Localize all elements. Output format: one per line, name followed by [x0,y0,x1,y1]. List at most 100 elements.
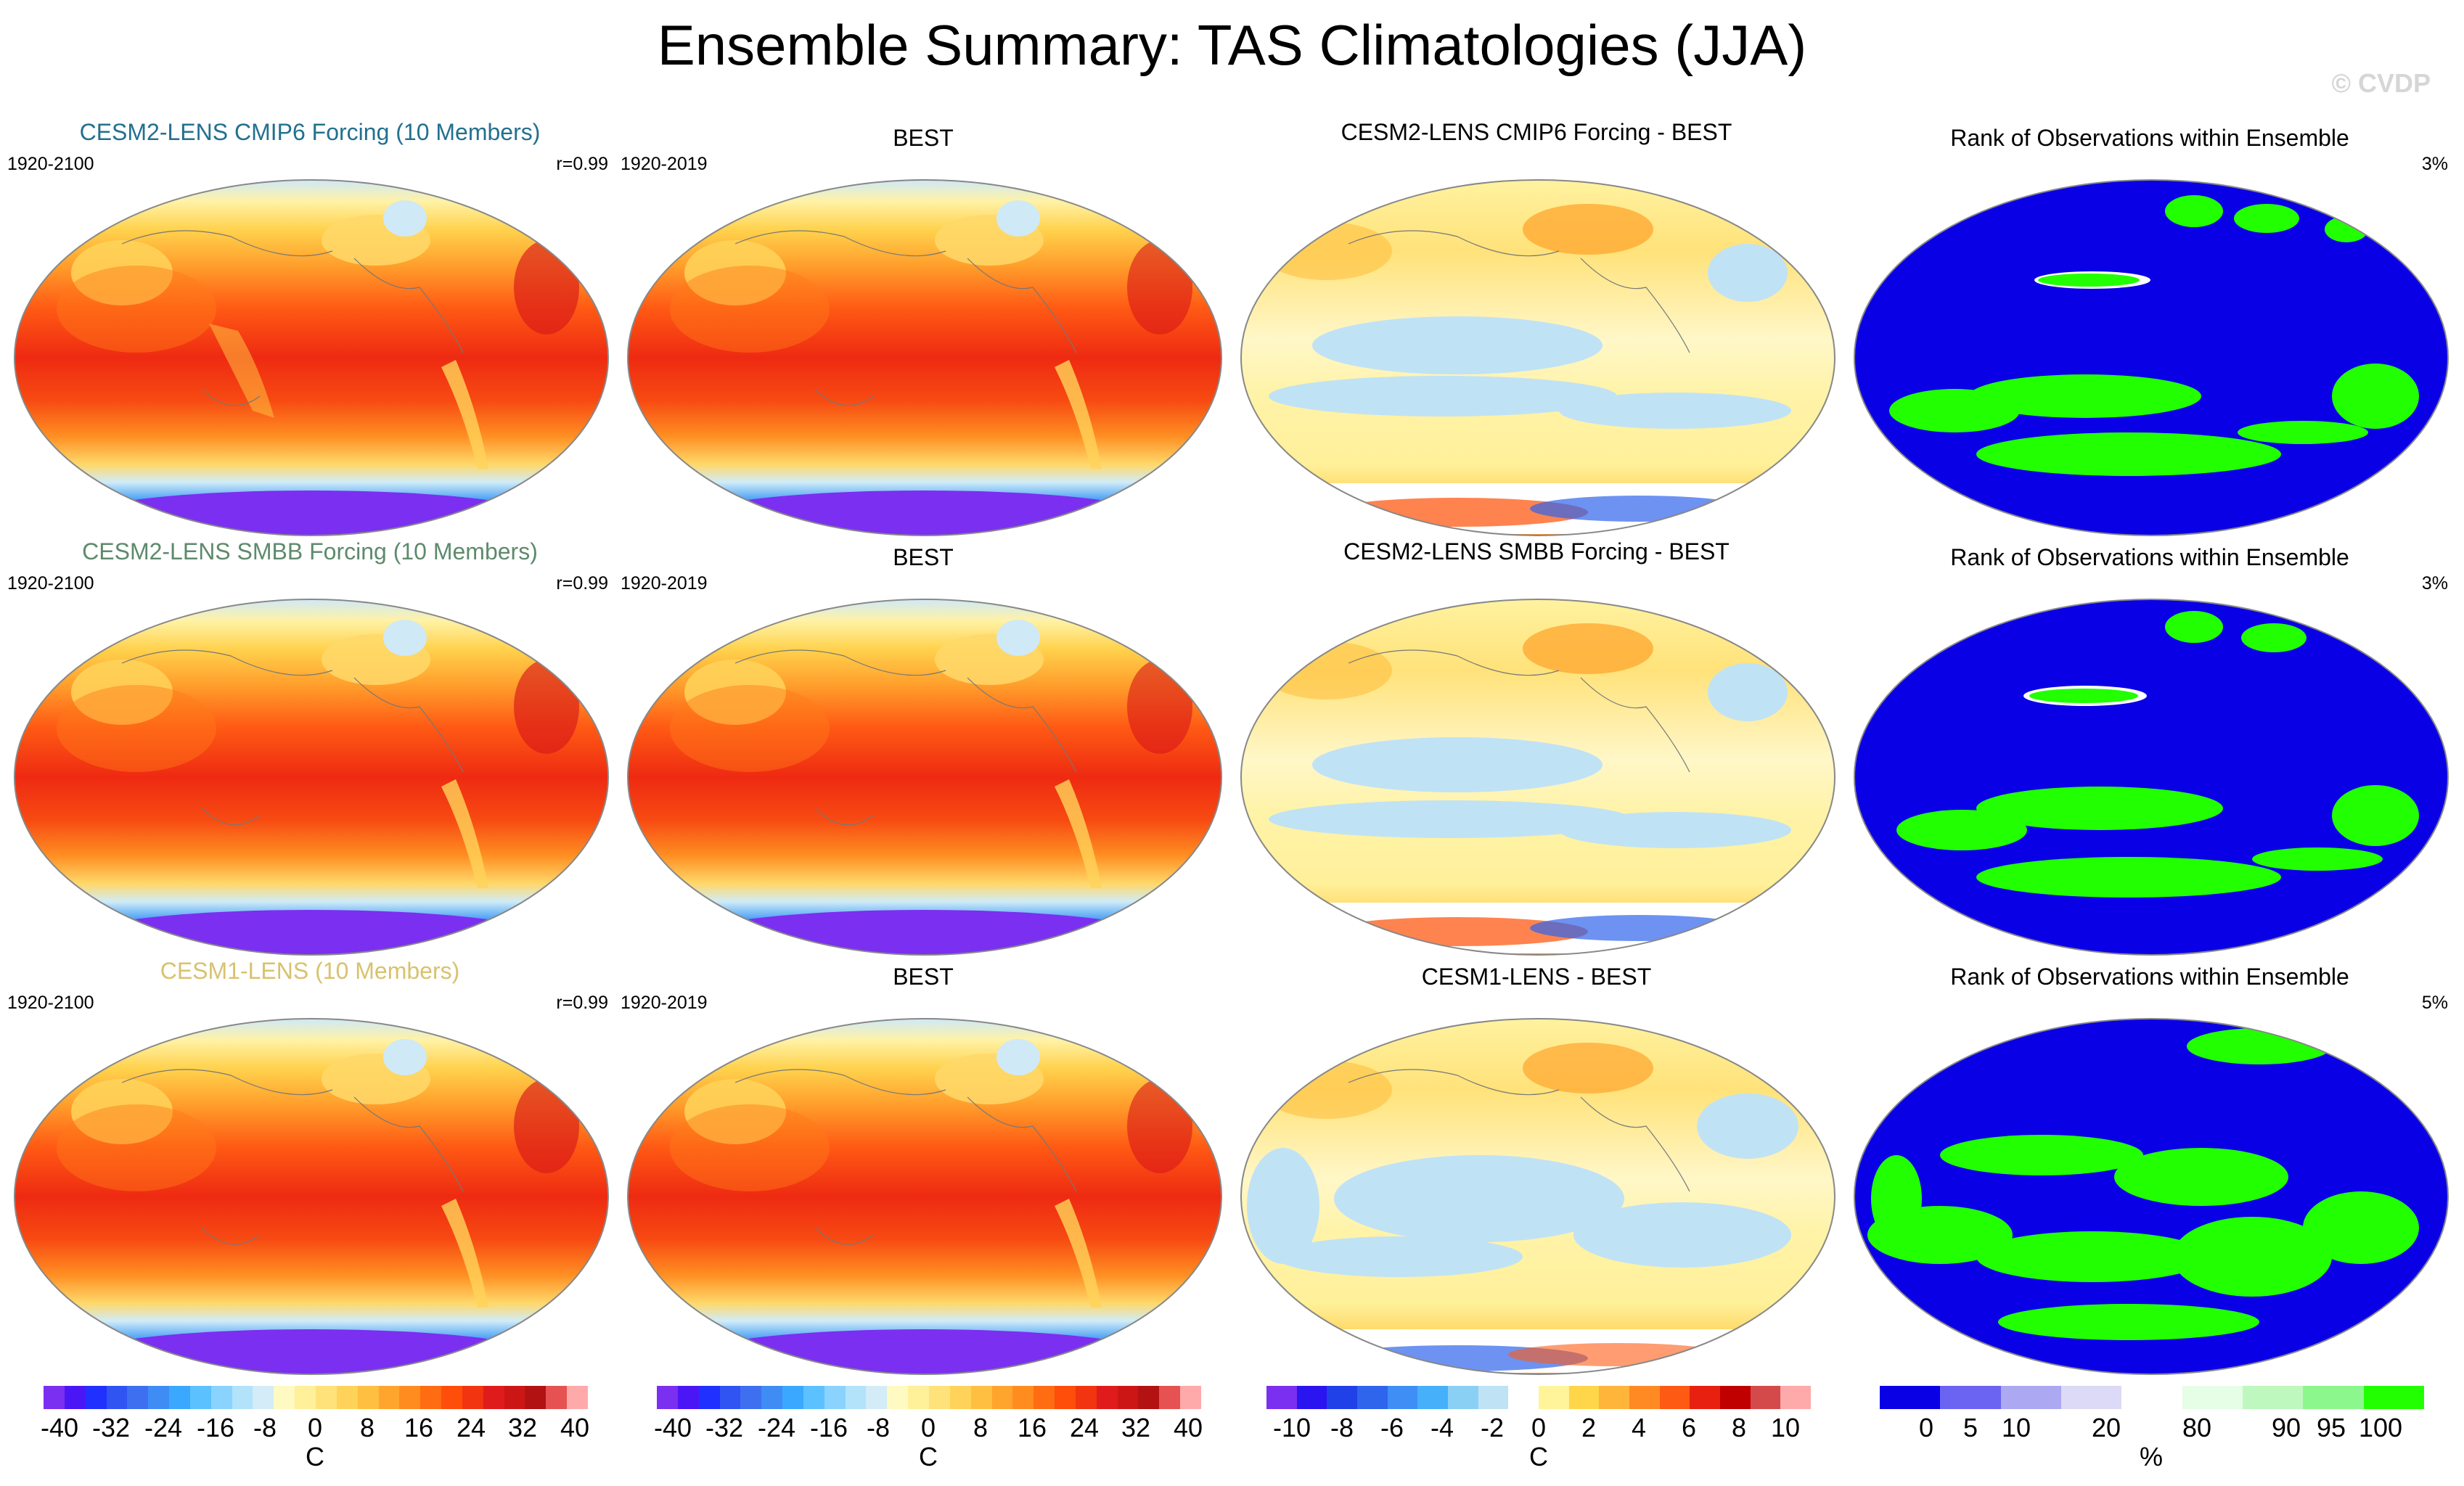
colorbar-label: 0 [307,1413,323,1442]
colorbar-swatch [357,1386,379,1409]
colorbar-swatch [1012,1386,1034,1409]
colorbar-swatch [106,1386,128,1409]
colorbar-label: 8 [973,1413,989,1442]
colorbar-swatch [2242,1386,2304,1409]
colorbar-label: -8 [1330,1413,1354,1442]
colorbar-swatch [1508,1386,1539,1409]
colorbar-swatch [1780,1386,1812,1409]
colorbar-swatch [441,1386,462,1409]
colorbar-swatch [1138,1386,1160,1409]
colorbar-swatch [1659,1386,1690,1409]
temperature-map [13,1017,610,1376]
pattern-correlation: r=0.99 [556,573,608,594]
colorbar-label: -40 [40,1413,79,1442]
colorbar-swatch [504,1386,525,1409]
model-climatology-panel: CESM1-LENS (10 Members) 1920-2100 r=0.99 [7,956,613,1376]
temperature-map [626,1017,1223,1376]
temperature-map [626,598,1223,956]
colorbar-swatch [887,1386,909,1409]
colorbar-swatch [274,1386,295,1409]
colorbar-label: -2 [1480,1413,1505,1442]
colorbar-label: 0 [920,1413,936,1442]
colorbar-swatch [1266,1386,1297,1409]
panel-period: 1920-2100 [7,993,94,1013]
pattern-correlation: r=0.99 [556,993,608,1013]
panel-title: Rank of Observations within Ensemble [1950,964,2349,990]
observation-climatology-panel: BEST 1920-2019 [621,118,1226,537]
colorbar-swatch [253,1386,274,1409]
colorbar-swatch [698,1386,720,1409]
colorbar-swatch [2182,1386,2243,1409]
panel-period: 1920-2019 [621,573,708,594]
panel-title: CESM1-LENS (10 Members) [160,958,460,984]
colorbar-swatch [399,1386,421,1409]
colorbar-swatch [2303,1386,2364,1409]
colorbar-label: 24 [1069,1413,1100,1442]
colorbar-swatch [1720,1386,1751,1409]
rank-percent: 3% [2421,154,2448,174]
colorbar-swatch [210,1386,232,1409]
colorbar-swatch [740,1386,762,1409]
colorbar-label: -8 [253,1413,277,1442]
colorbar-swatch [1159,1386,1181,1409]
difference-panel: CESM2-LENS CMIP6 Forcing - BEST [1234,118,1839,537]
colorbar-label: 2 [1581,1413,1597,1442]
colorbar-unit: C [1529,1442,1548,1471]
panel-title: Rank of Observations within Ensemble [1950,125,2349,151]
colorbar-label: -16 [196,1413,235,1442]
model-climatology-panel: CESM2-LENS CMIP6 Forcing (10 Members) 19… [7,118,613,537]
difference-map [1240,598,1836,956]
panel-period: 1920-2019 [621,993,708,1013]
colorbar-swatch [169,1386,190,1409]
panel-title: CESM2-LENS SMBB Forcing (10 Members) [82,538,538,565]
colorbar-swatch [845,1386,867,1409]
observation-climatology-panel: BEST 1920-2019 [621,537,1226,956]
colorbar-swatch [1034,1386,1055,1409]
colorbar-swatch [677,1386,699,1409]
colorbar-swatch [315,1386,337,1409]
colorbar-swatch [336,1386,358,1409]
colorbar-swatch [803,1386,824,1409]
colorbar-label: 32 [1121,1413,1151,1442]
colorbar-swatch [991,1386,1013,1409]
colorbar-swatch [1478,1386,1509,1409]
colorbar-swatch [970,1386,992,1409]
figure-title: Ensemble Summary: TAS Climatologies (JJA… [657,13,1807,77]
pattern-correlation: r=0.99 [556,154,608,174]
colorbar-swatch [85,1386,107,1409]
colorbar-label: 24 [456,1413,486,1442]
colorbar-swatch [1880,1386,1941,1409]
colorbar-label: 8 [359,1413,375,1442]
rank-panel: Rank of Observations within Ensemble 5% [1847,956,2452,1376]
copyright-watermark: © CVDP [2331,68,2431,98]
colorbar-swatch [148,1386,170,1409]
colorbar-strip [1880,1386,2424,1409]
colorbar-label: 5 [1962,1413,1978,1442]
rank-map [1853,1017,2449,1376]
panel-title: CESM1-LENS - BEST [1421,964,1652,990]
colorbar-swatch [295,1386,316,1409]
colorbar-swatch [1750,1386,1781,1409]
colorbar-strip [1266,1386,1812,1409]
colorbar-swatch [2363,1386,2424,1409]
colorbar-label: 32 [507,1413,538,1442]
colorbar-swatch [1327,1386,1358,1409]
colorbar-swatch [1296,1386,1327,1409]
colorbar-swatch [928,1386,950,1409]
colorbar-swatch [2060,1386,2122,1409]
colorbar-label: -32 [91,1413,131,1442]
colorbar-label: 16 [1017,1413,1047,1442]
temperature-map [13,178,610,537]
colorbar-swatch [1180,1386,1201,1409]
colorbar-swatch [64,1386,86,1409]
colorbar-swatch [949,1386,971,1409]
colorbar-swatch [1096,1386,1118,1409]
colorbar-swatch [1357,1386,1388,1409]
colorbar-label: 4 [1631,1413,1647,1442]
colorbar-swatch [761,1386,783,1409]
colorbar-swatch [189,1386,211,1409]
colorbar-label: -10 [1272,1413,1311,1442]
observation-colorbar: -40 -32 -24 -16 -8 0 8 16 24 32 40 C [654,1386,1203,1473]
colorbar-swatch [1568,1386,1600,1409]
colorbar-label: 10 [1770,1413,1801,1442]
